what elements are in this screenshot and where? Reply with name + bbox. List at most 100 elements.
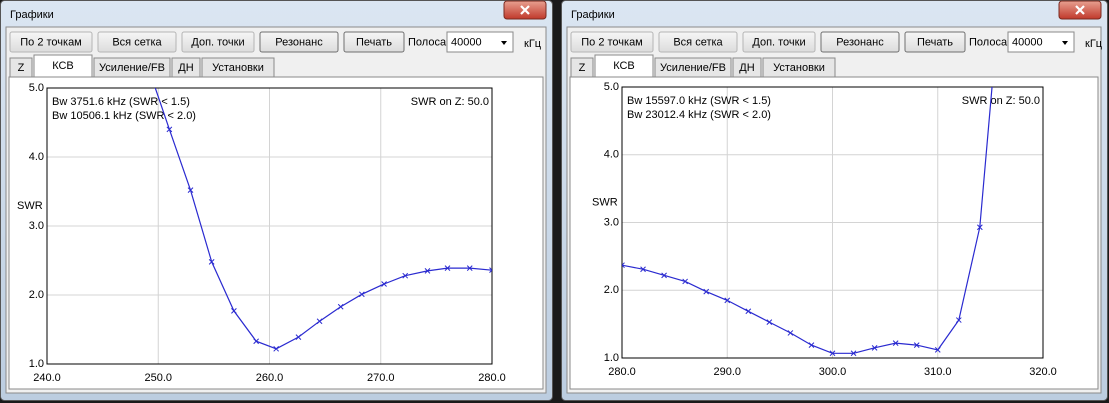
dropdown-arrow — [1062, 41, 1068, 45]
x-tick-label: 320.0 — [1029, 366, 1057, 378]
series — [622, 87, 993, 357]
point-marker — [682, 278, 689, 285]
toolbar-button[interactable] — [343, 31, 405, 53]
toolbar-button — [658, 31, 738, 53]
annotation: Bw 15597.0 kHz (SWR < 1.5) — [627, 95, 771, 107]
point-marker — [661, 272, 667, 279]
dropdown-arrow — [501, 41, 507, 45]
x-tick-label: 300.0 — [819, 366, 847, 378]
close-icon — [520, 5, 530, 15]
point-marker — [976, 224, 983, 231]
button-label: Печать — [917, 36, 953, 48]
point-marker — [316, 318, 323, 325]
point-marker — [850, 350, 857, 357]
window-title: Графики — [571, 9, 615, 21]
y-tick-label: 2.0 — [604, 284, 619, 296]
toolbar-button — [97, 31, 177, 53]
button-label: Резонанс — [836, 36, 884, 48]
chart-panel — [8, 76, 544, 390]
button-label: Печать — [356, 36, 392, 48]
point-marker — [402, 272, 409, 279]
point-marker — [724, 297, 731, 304]
window: Графики По 2 точкам Вся сетка Доп. точки Рез… — [561, 0, 1108, 401]
chart-panel — [569, 76, 1099, 390]
x-tick-label: 240.0 — [33, 372, 61, 384]
tab-label: КСВ — [613, 60, 635, 72]
y-tick-label: 1.0 — [29, 358, 44, 370]
plot-frame — [46, 87, 493, 365]
annotation: Bw 3751.6 kHz (SWR < 1.5) — [52, 96, 190, 108]
y-tick-label: 5.0 — [29, 82, 44, 94]
tab-label: Установки — [773, 62, 825, 74]
close-icon — [1075, 5, 1085, 15]
toolbar-button[interactable] — [820, 31, 900, 53]
tab-label: Установки — [212, 62, 264, 74]
point-marker — [358, 291, 365, 298]
point-marker — [337, 303, 344, 310]
point-marker — [829, 350, 836, 357]
tab-label: Z — [18, 62, 25, 74]
point-marker — [808, 342, 815, 348]
toolbar-button — [570, 31, 654, 53]
button-label: Резонанс — [275, 36, 323, 48]
toolbar-button — [742, 31, 816, 53]
tab-label: КСВ — [52, 60, 74, 72]
y-tick-label: 4.0 — [29, 151, 44, 163]
point-marker — [745, 308, 752, 315]
x-tick-label: 280.0 — [608, 366, 636, 378]
y-tick-label: 5.0 — [604, 81, 619, 93]
point-marker — [166, 126, 173, 133]
corner-note: SWR on Z: 50.0 — [962, 95, 1040, 107]
tab-label: Z — [579, 62, 586, 74]
toolbar-button[interactable] — [259, 31, 339, 53]
point-marker — [703, 288, 710, 295]
tab-label: ДН — [739, 62, 754, 74]
point-marker — [253, 338, 260, 345]
window: Графики По 2 точкам Вся сетка Доп. точки Рез… — [0, 0, 553, 401]
tab-label: Усиление/FB — [99, 62, 165, 74]
x-tick-label: 280.0 — [478, 372, 506, 384]
button-label: Доп. точки — [191, 36, 244, 48]
band-label: Полоса — [969, 36, 1008, 48]
button-label: По 2 точкам — [581, 36, 643, 48]
tab-label: Усиление/FB — [660, 62, 726, 74]
y-tick-label: 3.0 — [29, 220, 44, 232]
x-tick-label: 260.0 — [256, 372, 284, 384]
band-select[interactable] — [446, 31, 514, 53]
y-tick-label: 2.0 — [29, 289, 44, 301]
y-tick-label: 3.0 — [604, 216, 619, 228]
point-marker — [295, 334, 302, 340]
point-marker — [231, 308, 237, 314]
button-label: Вся сетка — [112, 36, 162, 48]
y-tick-label: 4.0 — [604, 149, 619, 161]
band-select[interactable] — [1007, 31, 1075, 53]
point-marker — [934, 347, 941, 353]
point-marker — [424, 267, 431, 274]
band-value: 40000 — [451, 36, 482, 48]
point-marker — [871, 344, 878, 351]
point-marker — [187, 187, 194, 193]
y-axis-label: SWR — [592, 196, 618, 208]
x-tick-label: 310.0 — [924, 366, 952, 378]
tab-label: ДН — [178, 62, 193, 74]
x-tick-label: 270.0 — [367, 372, 395, 384]
point-marker — [913, 342, 920, 348]
point-marker — [640, 266, 646, 273]
toolbar-button[interactable] — [904, 31, 966, 53]
band-value: 40000 — [1012, 36, 1043, 48]
point-marker — [622, 262, 625, 269]
point-marker — [489, 267, 492, 274]
annotation: Bw 10506.1 kHz (SWR < 2.0) — [52, 110, 196, 122]
point-marker — [466, 265, 473, 271]
plot-frame — [621, 86, 1044, 359]
point-marker — [208, 259, 215, 265]
annotation: Bw 23012.4 kHz (SWR < 2.0) — [627, 109, 771, 121]
button-label: Доп. точки — [752, 36, 805, 48]
band-label: Полоса — [408, 36, 447, 48]
x-tick-label: 250.0 — [144, 372, 172, 384]
x-tick-label: 290.0 — [713, 366, 741, 378]
button-label: По 2 точкам — [20, 36, 82, 48]
point-marker — [381, 281, 387, 287]
unit-label: кГц — [1085, 38, 1103, 50]
